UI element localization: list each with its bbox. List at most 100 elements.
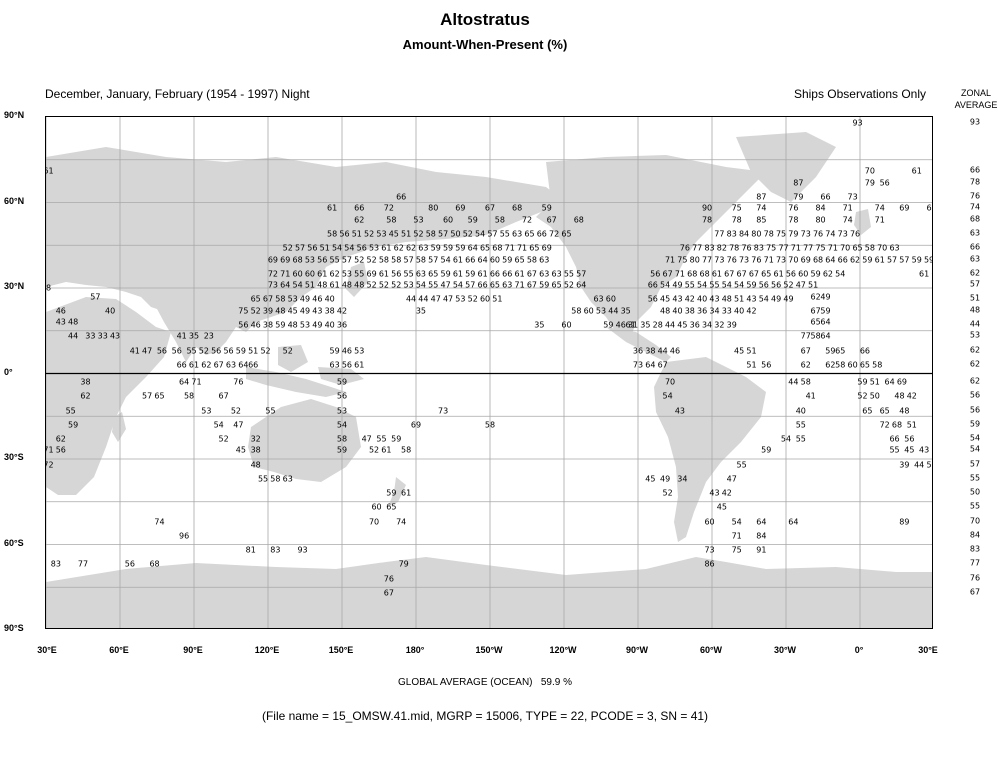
longitude-label: 90°E xyxy=(183,645,203,655)
cell-value: 63 xyxy=(593,294,604,304)
cell-value: 53 xyxy=(201,406,212,416)
cell-value: 77 xyxy=(800,331,811,341)
cell-value: 65 xyxy=(386,502,397,512)
cell-value: 66 xyxy=(889,434,900,444)
cell-value: 60 xyxy=(583,306,594,316)
cell-value: 73 xyxy=(632,360,644,370)
cell-value: 43 xyxy=(312,306,323,316)
cell-value: 62 xyxy=(825,360,836,370)
cell-value: 68 xyxy=(573,215,584,225)
season-label: December, January, February (1954 - 1997… xyxy=(45,87,310,101)
cell-value: 49 xyxy=(299,306,311,316)
cell-value: 43 xyxy=(672,294,683,304)
cell-value: 80 xyxy=(428,203,439,213)
cell-value: 52 xyxy=(662,488,673,498)
cell-value: 62 xyxy=(405,243,417,253)
cell-value: 43 xyxy=(709,488,720,498)
cell-value: 56 xyxy=(341,360,353,370)
cell-value: 69 xyxy=(899,203,910,213)
cell-value: 59 xyxy=(336,377,348,387)
cell-value: 87 xyxy=(756,192,767,202)
cell-value: 64 xyxy=(884,377,895,387)
cell-value: 79 xyxy=(864,178,875,188)
cell-value: 65 xyxy=(835,346,846,356)
zonal-average-value: 56 xyxy=(969,390,981,400)
cell-value: 59 xyxy=(810,269,821,279)
cell-value: 56 xyxy=(761,360,772,370)
cell-value: 40 xyxy=(324,294,335,304)
zonal-average-value: 74 xyxy=(969,202,981,212)
cell-value: 51 xyxy=(319,243,330,253)
cell-value: 83 xyxy=(726,229,737,239)
cell-value: 54 xyxy=(731,517,742,527)
zonal-average-value: 55 xyxy=(969,473,981,483)
cell-value: 56 xyxy=(55,445,66,455)
cell-value: 79 xyxy=(398,559,409,569)
cell-value: 60 xyxy=(489,255,501,264)
cell-value: 61 xyxy=(354,360,365,370)
cell-value: 54 xyxy=(336,420,348,430)
cell-value: 59 xyxy=(539,280,550,290)
latitude-label: 60°N xyxy=(4,195,25,206)
world-map: 6170619387795666877966736166728069676859… xyxy=(45,116,933,629)
cell-value: 61 xyxy=(711,269,723,279)
zonal-average-value: 44 xyxy=(969,319,981,329)
cell-value: 40 xyxy=(697,294,708,304)
cell-value: 56 xyxy=(156,346,168,356)
cell-value: 42 xyxy=(721,488,732,498)
cell-value: 75 xyxy=(731,203,742,213)
cell-value: 64 xyxy=(820,317,831,327)
cell-value: 82 xyxy=(716,243,727,253)
cell-value: 42 xyxy=(746,306,757,316)
cell-value: 62 xyxy=(55,434,66,444)
cell-value: 60 xyxy=(442,215,454,225)
central-america-landmass xyxy=(606,327,671,362)
cell-value: 61 xyxy=(378,269,390,279)
cell-value: 44 xyxy=(657,346,668,356)
cell-value: 56 xyxy=(650,269,661,279)
cell-value: 77 xyxy=(778,243,789,253)
cell-value: 52 xyxy=(282,243,293,253)
cell-value: 62 xyxy=(329,269,340,279)
cell-value: 71 xyxy=(280,269,291,279)
cell-value: 64 xyxy=(280,280,291,290)
cell-value: 57 xyxy=(403,255,414,264)
cell-value: 64 xyxy=(467,243,478,253)
cell-value: 65 xyxy=(862,406,873,416)
cell-value: 66 xyxy=(536,229,547,239)
cell-value: 65 xyxy=(529,243,540,253)
cell-value: 55 xyxy=(376,434,387,444)
cell-value: 49 xyxy=(660,474,671,484)
cell-value: 68 xyxy=(512,203,523,213)
zonal-average-value: 59 xyxy=(969,419,981,429)
cell-value: 53 xyxy=(376,229,387,239)
landmasses xyxy=(46,132,932,628)
cell-value: 58 xyxy=(484,420,496,430)
cell-value: 75 xyxy=(731,545,742,555)
cell-value: 58 xyxy=(425,229,436,239)
cell-value: 54 xyxy=(697,280,708,290)
cell-value: 70 xyxy=(368,517,380,527)
cell-value: 54 xyxy=(213,420,224,430)
latitude-label: 90°S xyxy=(4,623,24,633)
cell-value: 65 xyxy=(859,360,871,370)
cell-value: 58 xyxy=(864,243,875,253)
cell-value: 56 xyxy=(356,243,367,253)
cell-value: 56 xyxy=(785,269,797,279)
indonesia-landmass xyxy=(246,367,346,397)
cell-value: 58 xyxy=(835,360,846,370)
cell-value: 36 xyxy=(336,320,348,330)
cell-value: 45 xyxy=(716,502,727,512)
cell-value: 46 xyxy=(341,346,353,356)
cell-value: 54 xyxy=(440,255,451,264)
cell-value: 73 xyxy=(775,255,787,264)
cell-value: 71 xyxy=(191,377,202,387)
cell-value: 54 xyxy=(780,434,792,444)
cell-value: 52 xyxy=(783,280,794,290)
cell-value: 56 xyxy=(124,559,135,569)
cell-value: 66 xyxy=(354,203,365,213)
cell-value: 61 xyxy=(327,203,338,213)
cell-value: 58 xyxy=(526,255,538,264)
cell-value: 49 xyxy=(771,294,782,304)
cell-value: 51 xyxy=(906,420,917,430)
